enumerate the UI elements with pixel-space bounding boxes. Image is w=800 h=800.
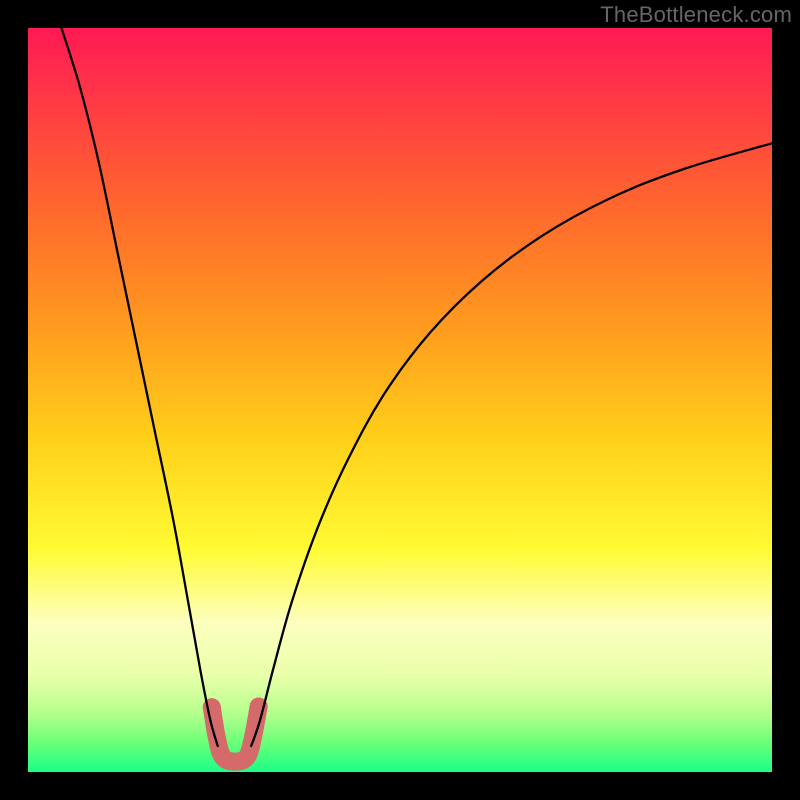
chart-canvas: TheBottleneck.com xyxy=(0,0,800,800)
plot-area xyxy=(28,28,772,772)
watermark-text: TheBottleneck.com xyxy=(600,2,792,28)
plot-svg xyxy=(28,28,772,772)
plot-background xyxy=(28,28,772,772)
